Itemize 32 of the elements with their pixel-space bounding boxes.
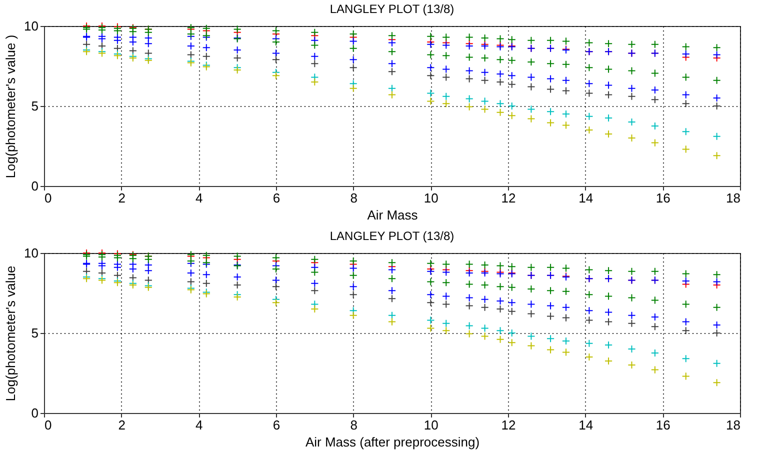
x-tick-label: 6 (272, 190, 280, 206)
x-tick-label: 18 (726, 418, 740, 432)
x-tick-label: 6 (272, 418, 280, 432)
x-tick-label: 0 (44, 418, 52, 432)
y-tick-label: 10 (24, 18, 38, 34)
y-axis-title: Log(photometer's value (3, 266, 18, 402)
x-tick-label: 18 (726, 190, 740, 206)
x-tick-label: 2 (118, 190, 126, 206)
x-tick-label: 14 (578, 190, 594, 206)
chart-title: LANGLEY PLOT (13/8) (330, 2, 454, 16)
y-tick-label: 5 (31, 98, 38, 114)
x-tick-label: 4 (196, 418, 203, 432)
x-tick-label: 8 (350, 190, 358, 206)
x-axis-title: Air Mass (367, 208, 418, 222)
y-axis-title: Log(photometer's value ) (3, 34, 18, 178)
x-tick-label: 12 (501, 190, 516, 206)
x-tick-label: 4 (196, 190, 203, 206)
y-tick-label: 5 (31, 326, 38, 340)
x-axis-title: Air Mass (after preprocessing) (305, 434, 480, 450)
y-tick-label: 10 (24, 246, 38, 260)
x-tick-label: 2 (118, 418, 126, 432)
x-tick-label: 10 (424, 418, 438, 432)
x-tick-label: 14 (578, 418, 594, 432)
x-tick-label: 8 (350, 418, 358, 432)
x-tick-label: 16 (656, 418, 670, 432)
x-tick-label: 12 (501, 418, 516, 432)
y-tick-label: 0 (31, 178, 38, 194)
x-tick-label: 0 (44, 190, 52, 206)
y-tick-label: 0 (31, 406, 38, 420)
chart-title: LANGLEY PLOT (13/8) (330, 229, 454, 243)
x-tick-label: 16 (656, 190, 670, 206)
x-tick-label: 10 (424, 190, 438, 206)
